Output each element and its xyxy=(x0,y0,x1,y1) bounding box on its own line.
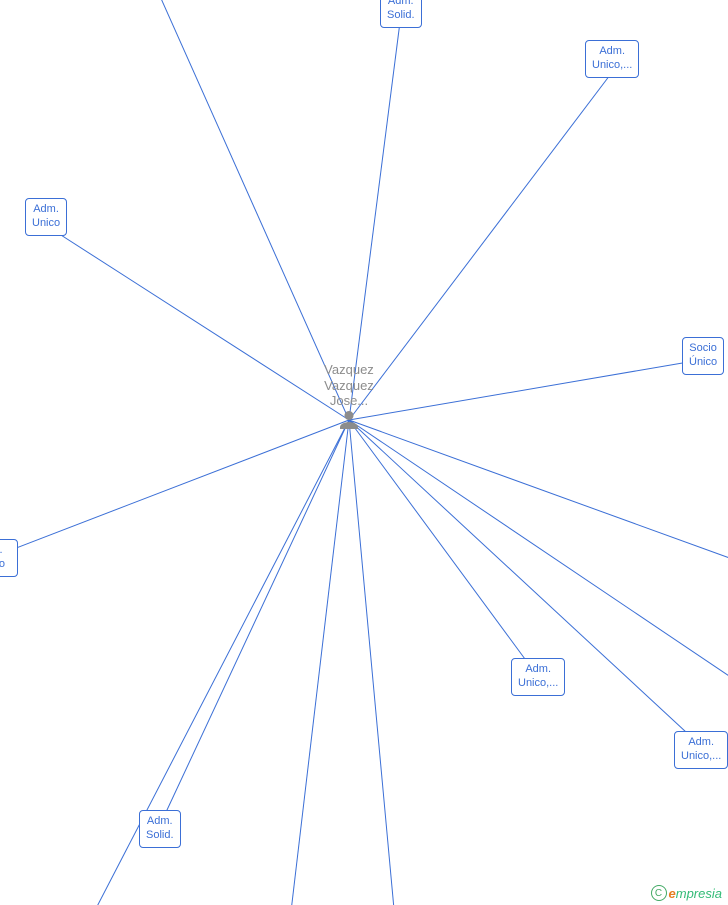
role-node[interactable]: Adm. Solid. xyxy=(139,810,181,848)
role-node[interactable]: Adm. Solid. xyxy=(380,0,422,28)
center-person-label: Vazquez Vazquez Jose... xyxy=(319,362,379,409)
watermark-first-letter: e xyxy=(669,886,676,901)
watermark: C empresia xyxy=(651,885,722,901)
watermark-rest: mpresia xyxy=(676,886,722,901)
role-node[interactable]: Adm. Unico,... xyxy=(674,731,728,769)
role-node[interactable]: Adm. Unico,... xyxy=(585,40,639,78)
copyright-icon: C xyxy=(651,885,667,901)
role-node[interactable]: Adm. Unico,... xyxy=(511,658,565,696)
role-node[interactable]: Socio Único xyxy=(682,337,724,375)
network-canvas: Vazquez Vazquez Jose... C empresia Adm. … xyxy=(0,0,728,905)
role-node[interactable]: Adm. Unico xyxy=(25,198,67,236)
person-icon xyxy=(337,408,361,437)
role-node[interactable]: n. ico xyxy=(0,539,18,577)
edges-layer xyxy=(0,0,728,905)
